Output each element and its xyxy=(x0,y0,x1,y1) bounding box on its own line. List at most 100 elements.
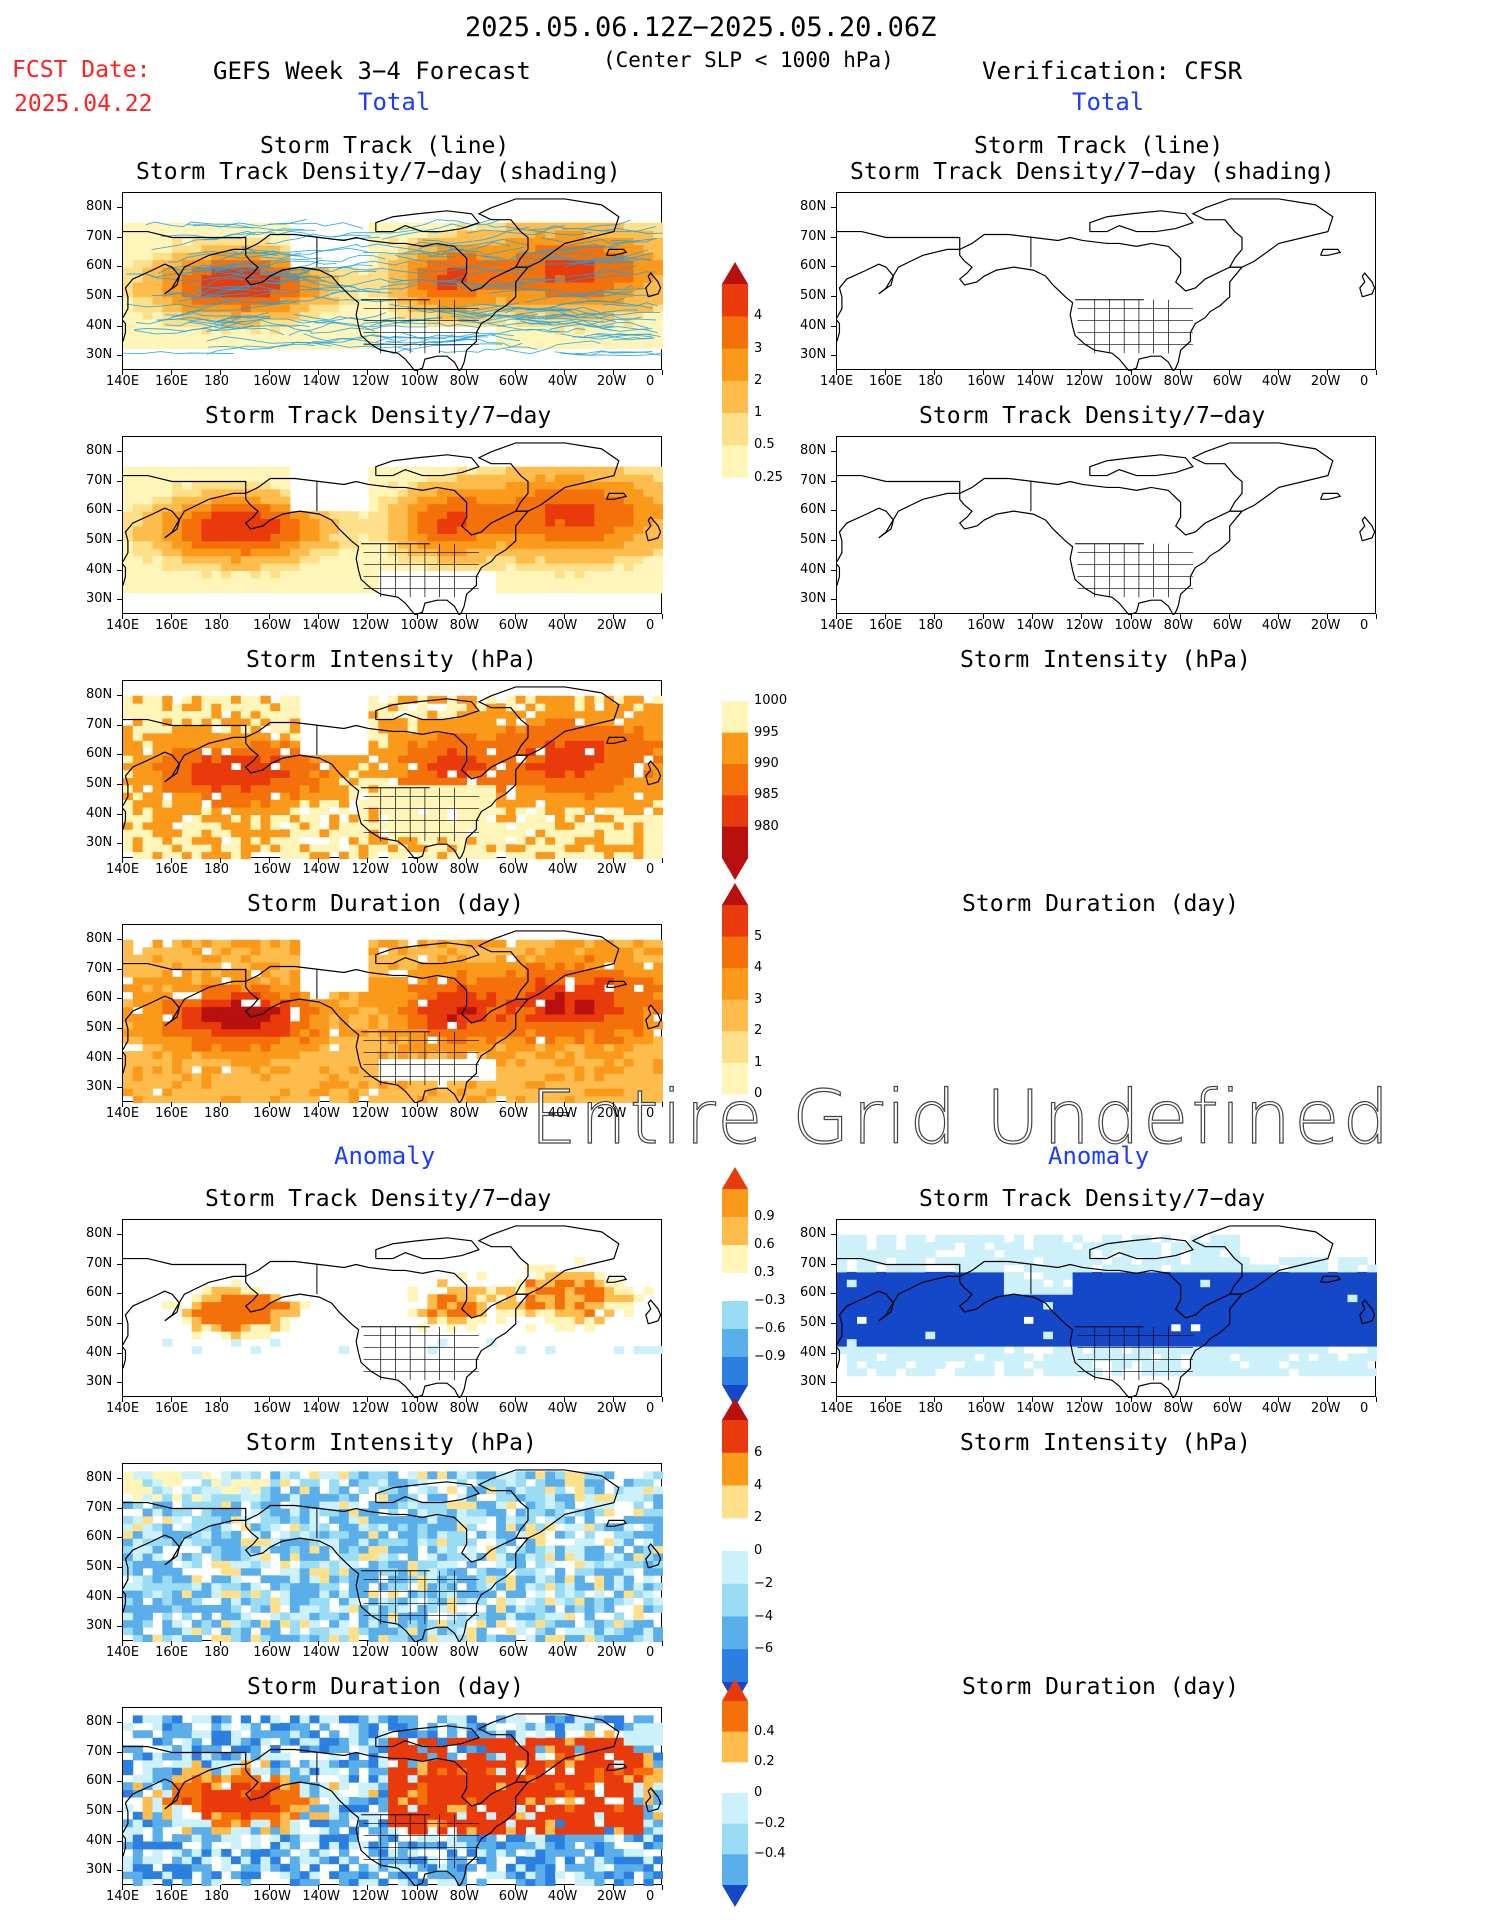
lat-label: 40N xyxy=(800,1344,827,1360)
lon-label: 120W xyxy=(351,1401,390,1416)
lat-label: 60N xyxy=(800,258,827,274)
lon-label: 40W xyxy=(547,1889,578,1904)
lat-tick xyxy=(117,1507,122,1509)
lon-tick xyxy=(318,858,320,863)
lon-tick xyxy=(662,1885,663,1890)
lon-label: 60W xyxy=(498,374,529,389)
lon-tick xyxy=(934,370,936,375)
lon-tick xyxy=(514,614,516,619)
lon-label: 100W xyxy=(400,374,439,389)
lon-label: 160W xyxy=(253,618,291,633)
p10-title: Storm Track Density/7−day xyxy=(919,1186,1266,1212)
colorbar-label: 1 xyxy=(754,405,763,421)
lat-tick xyxy=(831,236,836,238)
lon-tick xyxy=(465,370,467,375)
colorbar-label: 2 xyxy=(754,1023,763,1039)
lat-tick xyxy=(831,1382,836,1384)
lon-label: 80W xyxy=(449,1401,480,1416)
lon-label: 120W xyxy=(1065,374,1104,389)
lat-label: 50N xyxy=(86,287,113,303)
lon-label: 180 xyxy=(918,618,943,633)
colorbar-label: −0.6 xyxy=(754,1321,786,1336)
lon-label: 160E xyxy=(869,618,903,633)
lon-label: 180 xyxy=(204,1401,229,1416)
lon-tick xyxy=(318,370,320,375)
lon-tick xyxy=(367,1641,369,1646)
lon-label: 0 xyxy=(646,1645,655,1660)
map-intensity-anom-gefs xyxy=(122,1463,663,1642)
lon-tick xyxy=(220,1397,222,1402)
lon-label: 100W xyxy=(1114,1401,1153,1416)
lon-label: 100W xyxy=(400,862,439,877)
lon-tick xyxy=(612,858,614,863)
lon-label: 140E xyxy=(820,1401,854,1416)
lon-tick xyxy=(465,858,467,863)
lon-label: 40W xyxy=(547,618,578,633)
lon-tick xyxy=(885,1397,887,1402)
lon-label: 140E xyxy=(106,1401,140,1416)
lon-label: 60W xyxy=(498,618,529,633)
lon-label: 100W xyxy=(400,1889,439,1904)
lon-tick xyxy=(171,370,173,375)
lon-label: 20W xyxy=(596,862,627,877)
lon-label: 160W xyxy=(253,1401,291,1416)
lon-tick xyxy=(122,1102,123,1107)
lon-tick xyxy=(662,1641,663,1646)
lat-label: 50N xyxy=(86,1314,113,1330)
lon-label: 160E xyxy=(155,862,189,877)
lon-tick xyxy=(662,858,663,863)
lon-tick xyxy=(612,1102,614,1107)
lat-label: 50N xyxy=(86,1558,113,1574)
lon-tick xyxy=(367,1102,369,1107)
lon-tick xyxy=(983,614,985,619)
lat-label: 80N xyxy=(800,198,827,214)
lat-tick xyxy=(117,236,122,238)
lon-tick xyxy=(1081,1397,1083,1402)
lon-label: 160E xyxy=(869,1401,903,1416)
lat-label: 80N xyxy=(86,1713,113,1729)
lat-tick xyxy=(117,1263,122,1265)
lat-tick xyxy=(117,938,122,940)
map-intensity-total-gefs xyxy=(122,680,663,859)
lat-tick xyxy=(117,1781,122,1783)
lon-tick xyxy=(1032,614,1034,619)
colorbar-label: −6 xyxy=(754,1641,774,1657)
lat-label: 50N xyxy=(800,531,827,547)
lon-label: 0 xyxy=(646,862,655,877)
lat-label: 50N xyxy=(800,1314,827,1330)
lon-tick xyxy=(1277,370,1279,375)
lon-label: 80W xyxy=(449,862,480,877)
lon-label: 120W xyxy=(351,1889,390,1904)
lat-label: 70N xyxy=(86,716,113,732)
colorbar-label: −0.4 xyxy=(754,1846,786,1862)
lat-label: 30N xyxy=(86,1862,113,1878)
lon-label: 180 xyxy=(918,1401,943,1416)
colorbar-label: 995 xyxy=(754,724,779,740)
lat-label: 60N xyxy=(86,1285,113,1301)
colorbar-intensity-anom xyxy=(720,1398,750,1708)
lon-tick xyxy=(465,1641,467,1646)
lat-label: 60N xyxy=(86,746,113,762)
lat-tick xyxy=(117,1322,122,1324)
lat-tick xyxy=(117,1751,122,1753)
colorbar-label: 0.6 xyxy=(754,1237,775,1252)
lon-tick xyxy=(416,1885,418,1890)
lon-label: 140W xyxy=(302,862,341,877)
p3-title: Storm Track Density/7−day xyxy=(205,403,552,429)
lat-tick xyxy=(117,510,122,512)
lon-label: 160E xyxy=(155,1645,189,1660)
lon-label: 80W xyxy=(449,374,480,389)
lat-label: 40N xyxy=(86,805,113,821)
lon-tick xyxy=(1130,370,1132,375)
entire-grid-undefined: Entire Grid Undefined xyxy=(529,1074,1393,1161)
lat-label: 50N xyxy=(86,1019,113,1035)
lat-tick xyxy=(117,843,122,845)
lon-label: 100W xyxy=(400,618,439,633)
lon-tick xyxy=(514,858,516,863)
lat-tick xyxy=(831,1263,836,1265)
lon-tick xyxy=(171,1641,173,1646)
lon-tick xyxy=(1032,1397,1034,1402)
lat-tick xyxy=(117,783,122,785)
lon-tick xyxy=(465,614,467,619)
map-svg xyxy=(837,198,1376,371)
